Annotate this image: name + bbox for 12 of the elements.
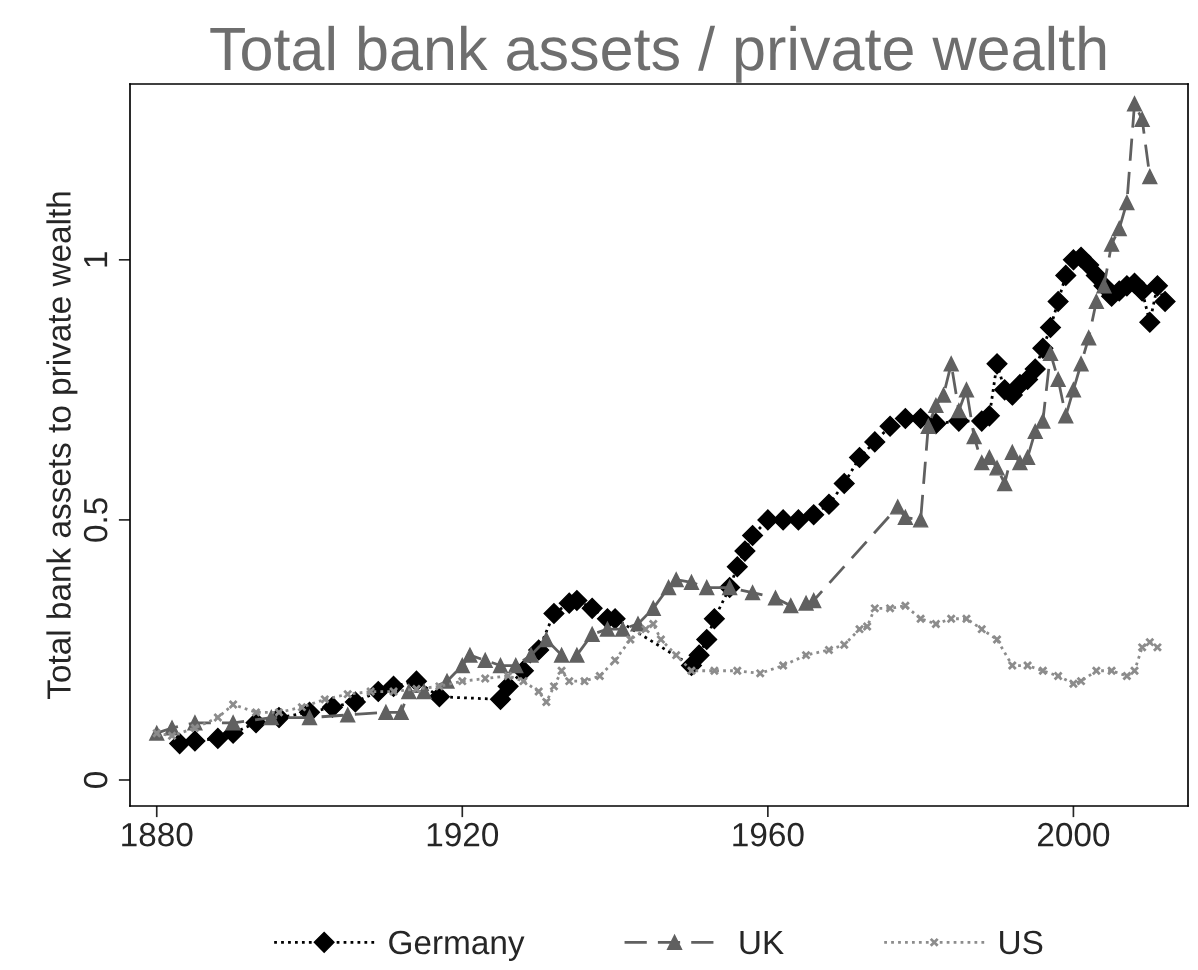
chart-title: Total bank assets / private wealth <box>210 25 1106 83</box>
legend-label: Germany <box>389 930 525 961</box>
legend-label: US <box>1000 930 1043 955</box>
y-axis-title: Total bank assets to private wealth <box>46 192 78 699</box>
x-tick-label: 2000 <box>1038 822 1110 847</box>
legend-label: UK <box>740 931 784 955</box>
y-tick-label: 0 <box>83 772 108 788</box>
x-tick-label: 1920 <box>427 822 499 847</box>
x-tick-label: 1880 <box>122 822 193 847</box>
x-tick-label: 1960 <box>733 822 804 847</box>
y-tick-label: 1 <box>84 252 108 267</box>
y-tick-label: 0.5 <box>83 498 108 542</box>
